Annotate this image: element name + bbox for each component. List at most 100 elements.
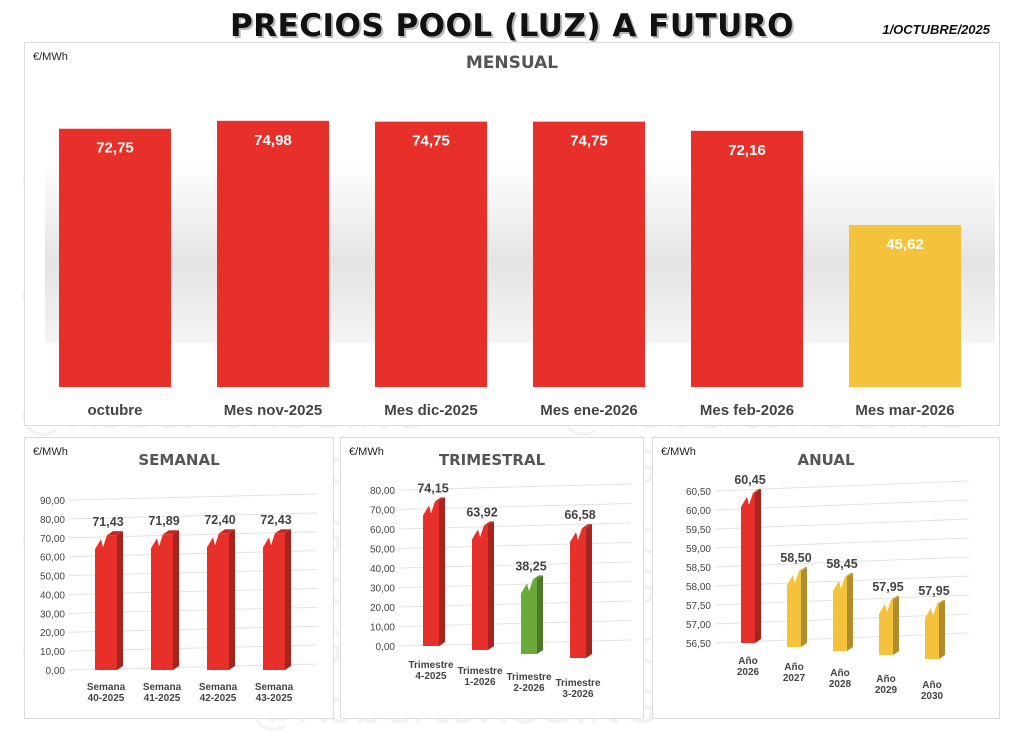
bar xyxy=(59,128,171,388)
x-tick-label: octubre xyxy=(87,402,142,419)
x-tick-label: 4-2025 xyxy=(415,671,447,682)
x-tick-label: Mes feb-2026 xyxy=(700,402,794,419)
bar xyxy=(533,121,645,387)
chart-title: TRIMESTRAL xyxy=(438,451,546,469)
y-tick-label: 56,50 xyxy=(686,639,711,650)
x-tick-label: 42-2025 xyxy=(200,693,237,704)
x-tick-label: Mes nov-2025 xyxy=(224,402,322,419)
data-label: 71,89 xyxy=(148,514,179,528)
chart-trimestral: 0,00 10,00 20,00 30,00 40,00 50,00 60,00 70,00 8… xyxy=(370,481,632,700)
x-tick-label: Semana xyxy=(199,682,238,693)
data-label: 45,62 xyxy=(886,236,924,253)
bar xyxy=(849,225,961,387)
bar-side xyxy=(229,529,235,670)
y-tick-label: 40,00 xyxy=(40,590,65,601)
bar-top xyxy=(484,521,494,526)
y-tick-label: 80,00 xyxy=(40,515,65,526)
data-label: 66,58 xyxy=(564,508,595,522)
bar xyxy=(151,534,173,670)
y-unit-label: €/MWh xyxy=(33,446,68,458)
x-tick-label: Año xyxy=(784,662,803,673)
chart-title: SEMANAL xyxy=(138,451,220,469)
data-label: 74,98 xyxy=(254,132,292,149)
x-tick-label: 40-2025 xyxy=(88,693,125,704)
y-tick-label: 59,00 xyxy=(686,544,711,555)
y-tick-label: 80,00 xyxy=(370,486,395,497)
bar-side xyxy=(847,572,853,651)
x-tick-label: Trimestre xyxy=(457,666,502,677)
y-tick-label: 0,00 xyxy=(46,666,66,677)
bar xyxy=(472,525,488,650)
bar-top xyxy=(937,599,945,604)
x-tick-label: Año xyxy=(830,668,849,679)
data-label: 57,95 xyxy=(918,584,949,598)
gridline xyxy=(714,480,970,492)
y-tick-label: 70,00 xyxy=(40,534,65,545)
bar-top xyxy=(107,531,123,536)
chart-panel-semanal: €/MWh SEMANAL 0,00 10,00 20,00 30,00 40,00 50… xyxy=(24,437,334,719)
bar-top xyxy=(435,497,445,502)
bar-side xyxy=(939,599,945,659)
bar xyxy=(375,121,487,387)
y-tick-label: 50,00 xyxy=(370,545,395,556)
chart-anual: 56,50 57,00 57,50 58,00 58,50 59,00 59,50 60,00… xyxy=(686,473,970,702)
x-tick-label: 41-2025 xyxy=(144,693,181,704)
y-tick-label: 0,00 xyxy=(376,642,396,653)
bar xyxy=(691,130,803,387)
x-tick-label: Trimestre xyxy=(506,672,551,683)
bar-side xyxy=(801,567,807,647)
bar-top xyxy=(845,572,853,577)
data-label: 72,40 xyxy=(204,513,235,527)
data-label: 72,43 xyxy=(260,513,291,527)
chart-title: ANUAL xyxy=(797,451,855,469)
bar xyxy=(741,492,755,643)
y-tick-label: 70,00 xyxy=(370,506,395,517)
data-label: 58,50 xyxy=(780,551,811,565)
x-tick-label: 2027 xyxy=(783,673,806,684)
y-tick-label: 10,00 xyxy=(370,623,395,634)
chart-panel-anual: €/MWh ANUAL 56,50 57,00 57,50 58,00 58,50 59,… xyxy=(652,437,1000,719)
y-tick-label: 90,00 xyxy=(40,496,65,507)
y-tick-label: 50,00 xyxy=(40,572,65,583)
chart-panel-mensual: €/MWh MENSUAL 72,75 octubre 74,98 Mes nov-2… xyxy=(24,42,1000,426)
bar-top xyxy=(891,595,899,600)
x-tick-label: Año xyxy=(738,656,757,667)
x-tick-label: 43-2025 xyxy=(256,693,293,704)
data-label: 74,75 xyxy=(570,133,608,150)
y-tick-label: 60,00 xyxy=(40,553,65,564)
y-tick-label: 57,00 xyxy=(686,620,711,631)
data-label: 58,45 xyxy=(826,557,857,571)
bar-top xyxy=(799,567,807,571)
y-unit-label: €/MWh xyxy=(33,51,68,63)
bar-side xyxy=(439,497,445,646)
y-tick-label: 60,50 xyxy=(686,487,711,498)
bar xyxy=(521,579,537,654)
x-tick-label: Año xyxy=(922,680,941,691)
bar xyxy=(217,120,329,388)
bar xyxy=(570,528,586,658)
x-tick-label: Mes mar-2026 xyxy=(855,402,954,419)
y-tick-label: 59,50 xyxy=(686,525,711,536)
bar xyxy=(925,603,939,659)
bar-top xyxy=(219,529,235,534)
chart-mensual: 72,75 octubre 74,98 Mes nov-2025 74,75 Mes di… xyxy=(45,120,995,419)
data-label: 74,15 xyxy=(417,481,448,495)
bar-side xyxy=(488,521,494,650)
x-tick-label: 2026 xyxy=(737,667,760,678)
chart-title: MENSUAL xyxy=(465,53,559,73)
bar-side xyxy=(586,524,592,658)
bar xyxy=(787,571,801,647)
data-label: 57,95 xyxy=(872,580,903,594)
bar-side xyxy=(893,595,899,655)
bar xyxy=(95,535,117,670)
gridline xyxy=(68,493,318,501)
data-label: 71,43 xyxy=(92,515,123,529)
x-tick-label: 2029 xyxy=(875,685,898,696)
x-tick-label: 3-2026 xyxy=(562,689,594,700)
x-tick-label: Trimestre xyxy=(555,678,600,689)
gridline xyxy=(68,512,318,520)
x-tick-label: 2028 xyxy=(829,679,852,690)
y-tick-label: 40,00 xyxy=(370,564,395,575)
y-tick-label: 30,00 xyxy=(370,584,395,595)
bar-side xyxy=(173,530,179,670)
